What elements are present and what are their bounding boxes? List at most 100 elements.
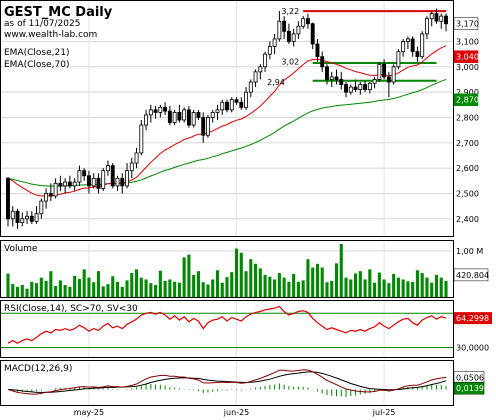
rsi-badge — [454, 312, 492, 325]
volume-bar — [44, 280, 48, 297]
candle — [10, 206, 15, 227]
candle — [348, 84, 353, 95]
candle-body — [305, 18, 310, 25]
volume-bar — [258, 268, 262, 297]
candle-body — [405, 38, 410, 42]
candle — [439, 13, 444, 29]
candle — [401, 38, 406, 57]
rsi-tick-label: 30,0000 — [456, 343, 489, 352]
candle-body — [129, 162, 134, 172]
candle-body — [172, 112, 177, 123]
candle — [96, 173, 101, 194]
chart-date: as of 11/07/2025 — [4, 19, 80, 29]
legend-ema70: EMA(Close,70) — [4, 60, 69, 70]
candle-body — [167, 110, 172, 123]
candle — [39, 198, 44, 219]
candle-body — [115, 177, 120, 187]
rsi-panel — [0, 300, 454, 358]
volume-bar — [415, 270, 419, 297]
candle-body — [434, 13, 439, 22]
candle-body — [386, 76, 391, 83]
candle-body — [372, 79, 377, 84]
volume-bar — [39, 277, 43, 297]
candle — [367, 82, 372, 94]
chart-website: www.wealth-lab.com — [4, 30, 97, 40]
x-tick-label: jun-25 — [223, 408, 249, 417]
candle — [125, 163, 129, 189]
candle-body — [10, 210, 15, 220]
volume-bar — [406, 281, 410, 297]
candle — [58, 175, 63, 191]
candle — [20, 212, 25, 227]
candle-body — [325, 66, 329, 80]
y-tick-label: 2,600 — [456, 164, 479, 173]
candle — [91, 173, 96, 189]
candle — [220, 99, 225, 115]
volume-bar — [363, 279, 367, 297]
price-badge-label: 3,170 — [456, 20, 479, 29]
rsi-badge-label: 64,2998 — [456, 314, 489, 323]
candle — [391, 64, 396, 85]
candle — [139, 120, 144, 156]
candle — [201, 112, 206, 143]
volume-bar — [96, 271, 101, 297]
volume-bar — [425, 277, 429, 297]
candle-body — [125, 170, 129, 187]
candle — [144, 109, 149, 131]
candle-body — [39, 200, 44, 215]
y-tick-label: 2,800 — [456, 113, 479, 122]
candle-body — [182, 109, 187, 121]
candle — [415, 46, 420, 62]
candle — [405, 36, 410, 50]
candle-body — [315, 43, 320, 58]
candle-body — [220, 101, 225, 111]
candle — [63, 178, 68, 194]
candle-body — [96, 177, 101, 189]
candle-body — [186, 109, 191, 126]
volume-bar — [220, 282, 224, 297]
volume-bar — [20, 285, 24, 297]
level-annotation: 3,22 — [281, 7, 299, 16]
volume-bar — [344, 277, 348, 297]
candle-body — [177, 112, 182, 121]
candle — [153, 106, 158, 119]
price-badge — [453, 17, 479, 30]
candle — [34, 206, 39, 224]
candle — [244, 87, 248, 110]
volume-bar — [168, 279, 172, 297]
x-tick-label: may-25 — [74, 408, 104, 417]
candle-body — [158, 106, 163, 113]
volume-bar — [330, 280, 334, 297]
candle — [177, 104, 182, 123]
volume-bar — [434, 274, 439, 297]
candle-body — [229, 99, 234, 111]
candle — [320, 51, 325, 72]
candle — [382, 59, 387, 80]
volume-bar — [6, 273, 10, 297]
volume-bar — [30, 281, 34, 297]
candle-body — [25, 215, 29, 220]
rsi-title: RSI(Close,14), SC>70, SV<30 — [4, 304, 138, 314]
candle-body — [348, 86, 353, 93]
candle-body — [134, 152, 139, 164]
ema21-line — [7, 45, 447, 197]
candle-body — [429, 13, 434, 20]
candle — [25, 211, 29, 224]
candle — [282, 16, 287, 39]
candle-body — [196, 112, 201, 118]
candle — [372, 76, 377, 89]
candle-body — [225, 101, 229, 111]
volume-bar — [63, 285, 67, 297]
volume-bar — [139, 277, 143, 297]
volume-bar — [206, 284, 210, 297]
volume-bar — [211, 279, 215, 297]
volume-bar — [35, 283, 39, 297]
volume-badge — [453, 268, 489, 282]
candle-body — [58, 182, 63, 187]
candle-body — [439, 15, 444, 22]
volume-bar — [73, 275, 77, 297]
chart-title: GEST_MC Daily — [4, 5, 113, 20]
candle — [310, 22, 315, 50]
price-panel — [0, 0, 454, 237]
volume-bar — [15, 286, 20, 297]
